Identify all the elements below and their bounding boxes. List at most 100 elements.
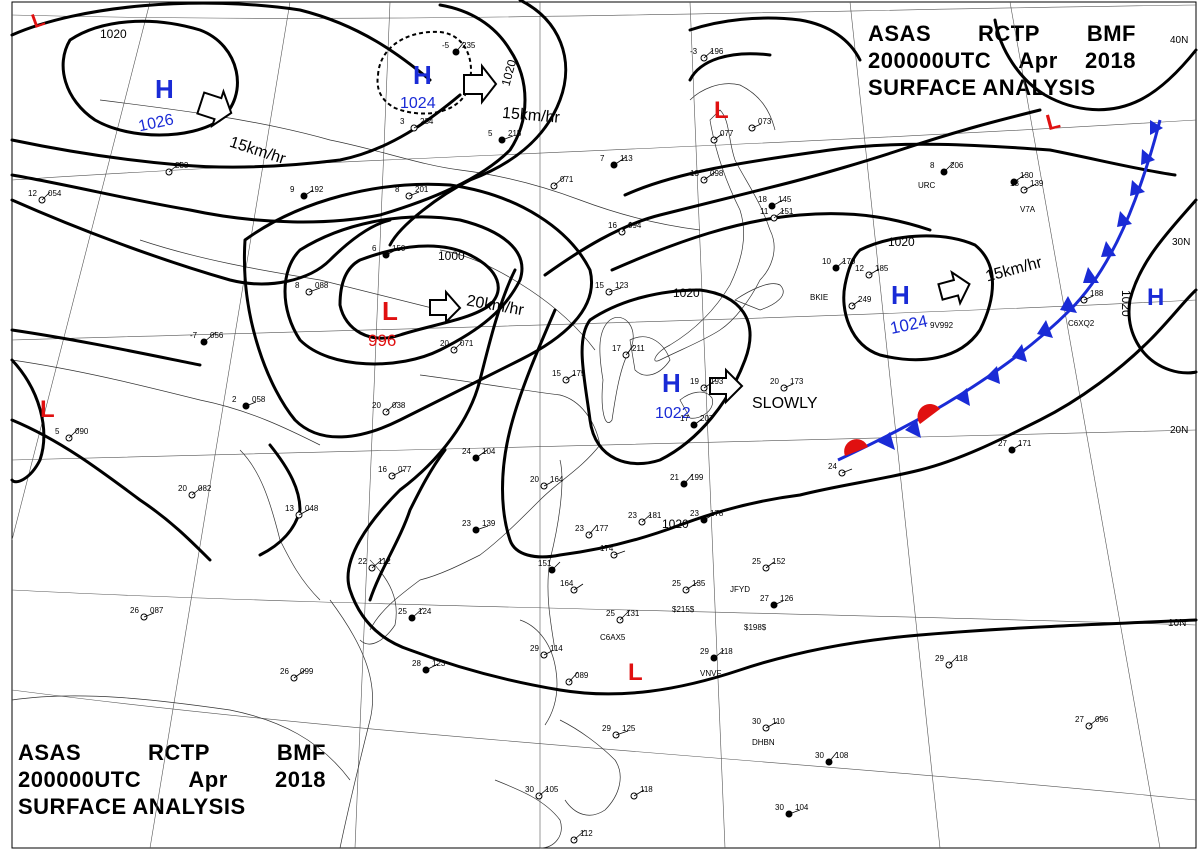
motion-speed: 15km/hr: [227, 134, 288, 168]
motion-arrow: [429, 289, 462, 325]
station-pressure: 164: [550, 475, 564, 484]
station-plot: -7 056: [190, 331, 224, 346]
warm-front-semicircles: [844, 404, 940, 456]
station-pressure: 206: [950, 161, 964, 170]
station-plot: 8 201: [395, 185, 429, 200]
isobar-label: 1020: [100, 27, 127, 41]
station-pressure: 071: [460, 339, 474, 348]
station-temperature: 26: [280, 667, 289, 676]
station-pressure: 104: [482, 447, 496, 456]
station-wind-barb: [1023, 183, 1037, 191]
station-wind-barb: [475, 525, 489, 531]
station-temperature: 20: [178, 484, 187, 493]
station-call-sign: DHBN: [752, 738, 775, 747]
station-plot: 20 038: [372, 401, 406, 416]
station-wind-barb: [68, 427, 80, 439]
lat-label: 10N: [1168, 618, 1186, 629]
station-pressure: 077: [720, 129, 734, 138]
motion-arrow: [463, 63, 498, 105]
header-agency-code: ASAS: [868, 21, 932, 46]
station-plot: 23 177: [575, 524, 609, 539]
graticule: [11, 1, 1197, 849]
high-letter: H: [155, 74, 174, 104]
station-plot: 3 234: [400, 117, 434, 132]
station-wind-barb: [685, 581, 699, 591]
station-temperature: 20: [770, 377, 779, 386]
station-plot: 29 118: [700, 647, 733, 662]
header-title: SURFACE ANALYSIS: [868, 75, 1096, 100]
header-title: SURFACE ANALYSIS: [18, 794, 246, 819]
station-pressure: 139: [482, 519, 496, 528]
station-plot: 26 099: [280, 667, 314, 682]
latitude-labels: 40N 30N 20N 10N: [1168, 35, 1190, 629]
station-wind-barb: [765, 721, 778, 729]
station-plot: 10 170: [822, 257, 856, 272]
station-temperature: 13: [690, 169, 699, 178]
station-pressure: 196: [710, 47, 724, 56]
station-plot: 25 131: [606, 609, 640, 624]
station-wind-barb: [608, 287, 622, 293]
header-agency-code: ASAS: [18, 740, 82, 765]
station-pressure: 192: [310, 185, 324, 194]
high-letter: H: [662, 368, 681, 398]
header-month: Apr: [188, 767, 228, 792]
station-pressure: 177: [595, 524, 609, 533]
station-wind-barb: [588, 524, 598, 536]
station-wind-barb: [633, 789, 645, 797]
station-pressure: 124: [418, 607, 432, 616]
station-pressure: 150: [392, 244, 406, 253]
motion-arrow: [709, 367, 744, 405]
station-temperature: 15: [552, 369, 561, 378]
station-temperature: 17: [612, 344, 621, 353]
station-pressure: 112: [580, 829, 593, 838]
station-pressure: 118: [955, 654, 968, 663]
station-plot: 23 181: [628, 511, 662, 526]
station-plot: 20 173: [770, 377, 804, 392]
isobar-label: 1020: [662, 517, 689, 531]
station-wind-barb: [841, 468, 853, 474]
station-pressure: 104: [795, 803, 809, 812]
station-pressure: 096: [1095, 715, 1109, 724]
station-wind-barb: [543, 650, 553, 656]
station-wind-barb: [828, 751, 838, 763]
station-temperature: 28: [412, 659, 421, 668]
station-pressure: 071: [560, 175, 574, 184]
lat-label: 20N: [1170, 425, 1188, 436]
station-temperature: 30: [815, 751, 824, 760]
station-pressure: 185: [875, 264, 889, 273]
station-wind-barb: [475, 449, 488, 459]
station-wind-barb: [615, 730, 629, 736]
station-temperature: 11: [760, 207, 769, 216]
station-wind-barb: [703, 49, 714, 59]
station-temperature: 13: [285, 504, 294, 513]
station-pressure: 038: [392, 401, 406, 410]
station-wind-barb: [1011, 443, 1022, 451]
motion-speed: 15km/hr: [984, 254, 1045, 286]
station-pressure: 211: [632, 344, 645, 353]
station-temperature: 7: [600, 154, 605, 163]
station-plot: 13 048: [285, 504, 319, 519]
station-wind-barb: [371, 557, 385, 569]
pressure-centers: H 1026 15km/hr H 1024 15km/hr L 996 20km…: [29, 8, 1165, 686]
station-temperature: 5: [488, 129, 493, 138]
station-pressure: 151: [780, 207, 794, 216]
station-wind-barb: [613, 550, 626, 556]
station-temperature: 16: [608, 221, 617, 230]
station-plot: 5 090: [55, 427, 89, 442]
station-plot: 15 123: [595, 281, 629, 296]
station-plot: 130: [1010, 171, 1034, 186]
isobar-label: 1020: [499, 58, 520, 88]
station-plot: 12 185: [855, 264, 889, 279]
station-temperature: 151: [538, 559, 552, 568]
station-plot: 8 206: [930, 161, 964, 176]
station-pressure: 145: [778, 195, 792, 204]
station-wind-barb: [143, 612, 155, 618]
station-wind-barb: [41, 191, 51, 201]
station-temperature: -3: [690, 47, 698, 56]
station-temperature: 8: [295, 281, 300, 290]
station-pressure: 130: [1020, 171, 1034, 180]
station-wind-barb: [303, 189, 314, 197]
station-temperature: 174: [600, 544, 614, 553]
station-pressure: 152: [772, 557, 786, 566]
